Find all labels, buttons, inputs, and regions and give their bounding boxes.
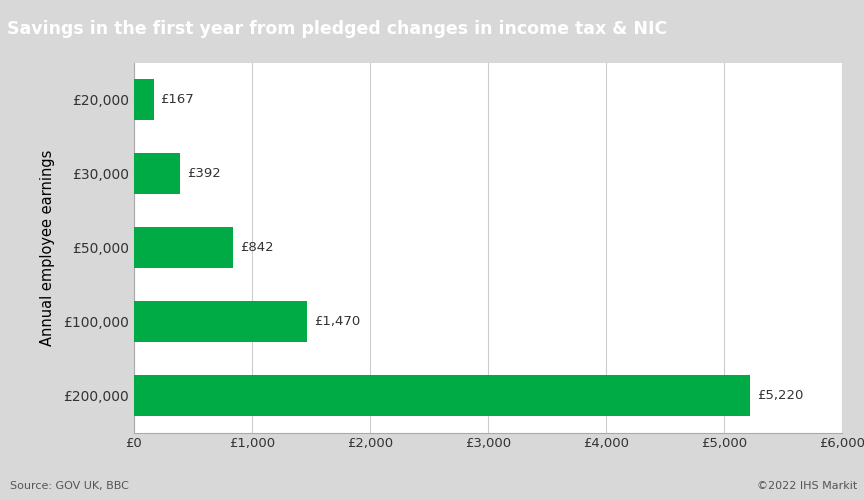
Y-axis label: Annual employee earnings: Annual employee earnings [40,150,54,346]
Bar [134,301,308,342]
Text: £5,220: £5,220 [757,389,804,402]
Text: £1,470: £1,470 [314,315,360,328]
Bar [134,375,750,416]
Bar [134,80,154,120]
Text: £392: £392 [187,167,220,180]
Bar [134,227,233,268]
Text: £842: £842 [240,241,274,254]
Bar [134,153,181,194]
Text: Savings in the first year from pledged changes in income tax & NIC: Savings in the first year from pledged c… [7,20,667,38]
Text: £167: £167 [160,93,194,106]
Text: ©2022 IHS Markit: ©2022 IHS Markit [757,481,857,491]
Text: Source: GOV UK, BBC: Source: GOV UK, BBC [10,481,130,491]
